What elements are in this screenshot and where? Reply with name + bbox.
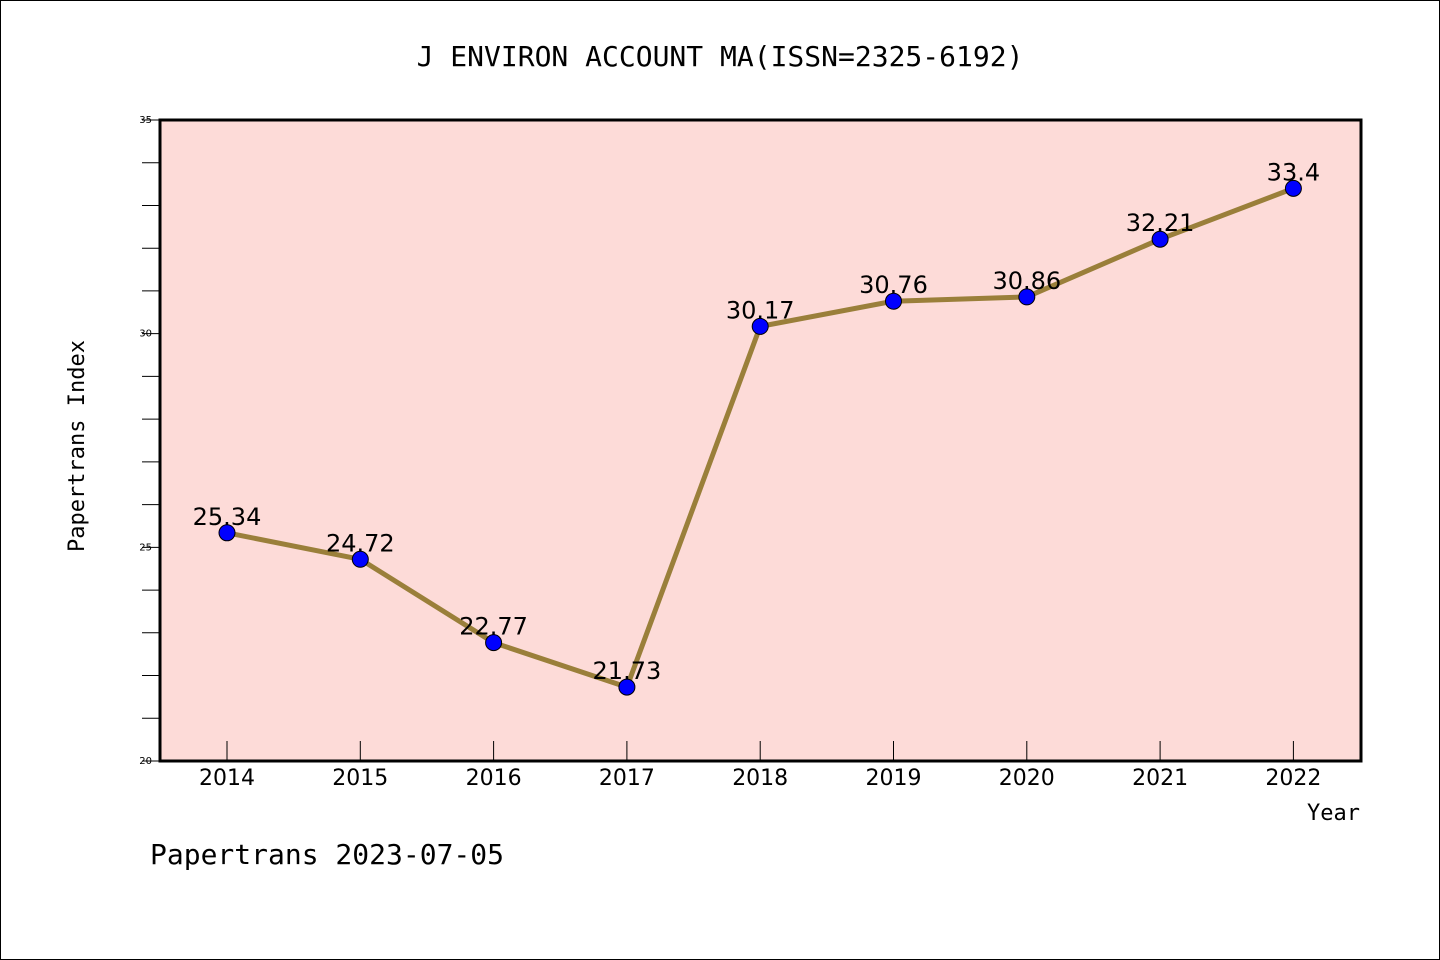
y-tick-label: 25	[139, 542, 152, 553]
data-point	[885, 292, 902, 310]
series-line-group	[218, 179, 1302, 696]
y-tick-label: 30	[139, 329, 152, 340]
data-label: 30.76	[859, 271, 928, 299]
x-axis-label: Year	[1307, 801, 1360, 826]
x-tick-label: 2017	[599, 766, 655, 791]
plot-area	[160, 120, 1361, 761]
data-label: 22.77	[459, 613, 528, 641]
y-axis-label: Papertrans Index	[65, 340, 90, 552]
x-tick-label: 2021	[1132, 766, 1188, 791]
data-label: 32.21	[1126, 209, 1195, 237]
x-axis: 2014 2015 2016 2017 2018 2019 2020 2021 2022	[199, 741, 1321, 791]
y-tick-label: 20	[139, 756, 152, 767]
x-tick-label: 2020	[999, 766, 1055, 791]
data-point	[218, 524, 236, 542]
plot-border	[158, 118, 1363, 763]
data-labels-group: 25.34 24.72 22.77 21.73 30.17 30.76 30.86 32.21…	[193, 158, 1320, 685]
x-tick-label: 2018	[732, 766, 788, 791]
footer-text: Papertrans 2023-07-05	[150, 838, 504, 871]
y-tick-label: 35	[139, 115, 152, 126]
data-label: 30.17	[726, 296, 795, 324]
data-label: 24.72	[326, 529, 395, 557]
x-tick-label: 2014	[199, 766, 255, 791]
x-tick-label: 2019	[866, 766, 922, 791]
data-point	[485, 634, 503, 652]
x-tick-label: 2016	[466, 766, 522, 791]
data-point	[351, 550, 369, 568]
data-label: 30.86	[992, 267, 1061, 295]
data-point	[1151, 230, 1169, 248]
data-label: 33.4	[1267, 158, 1320, 186]
data-point	[1018, 288, 1036, 306]
y-axis: 20 25 30 35	[139, 115, 160, 767]
data-point	[618, 678, 636, 696]
x-tick-label: 2022	[1265, 766, 1321, 791]
data-label: 25.34	[193, 503, 262, 531]
data-label: 21.73	[593, 657, 662, 685]
chart-title: J ENVIRON ACCOUNT MA(ISSN=2325-6192)	[417, 40, 1024, 73]
data-point	[751, 317, 769, 335]
data-point	[1284, 179, 1302, 197]
x-tick-label: 2015	[332, 766, 388, 791]
